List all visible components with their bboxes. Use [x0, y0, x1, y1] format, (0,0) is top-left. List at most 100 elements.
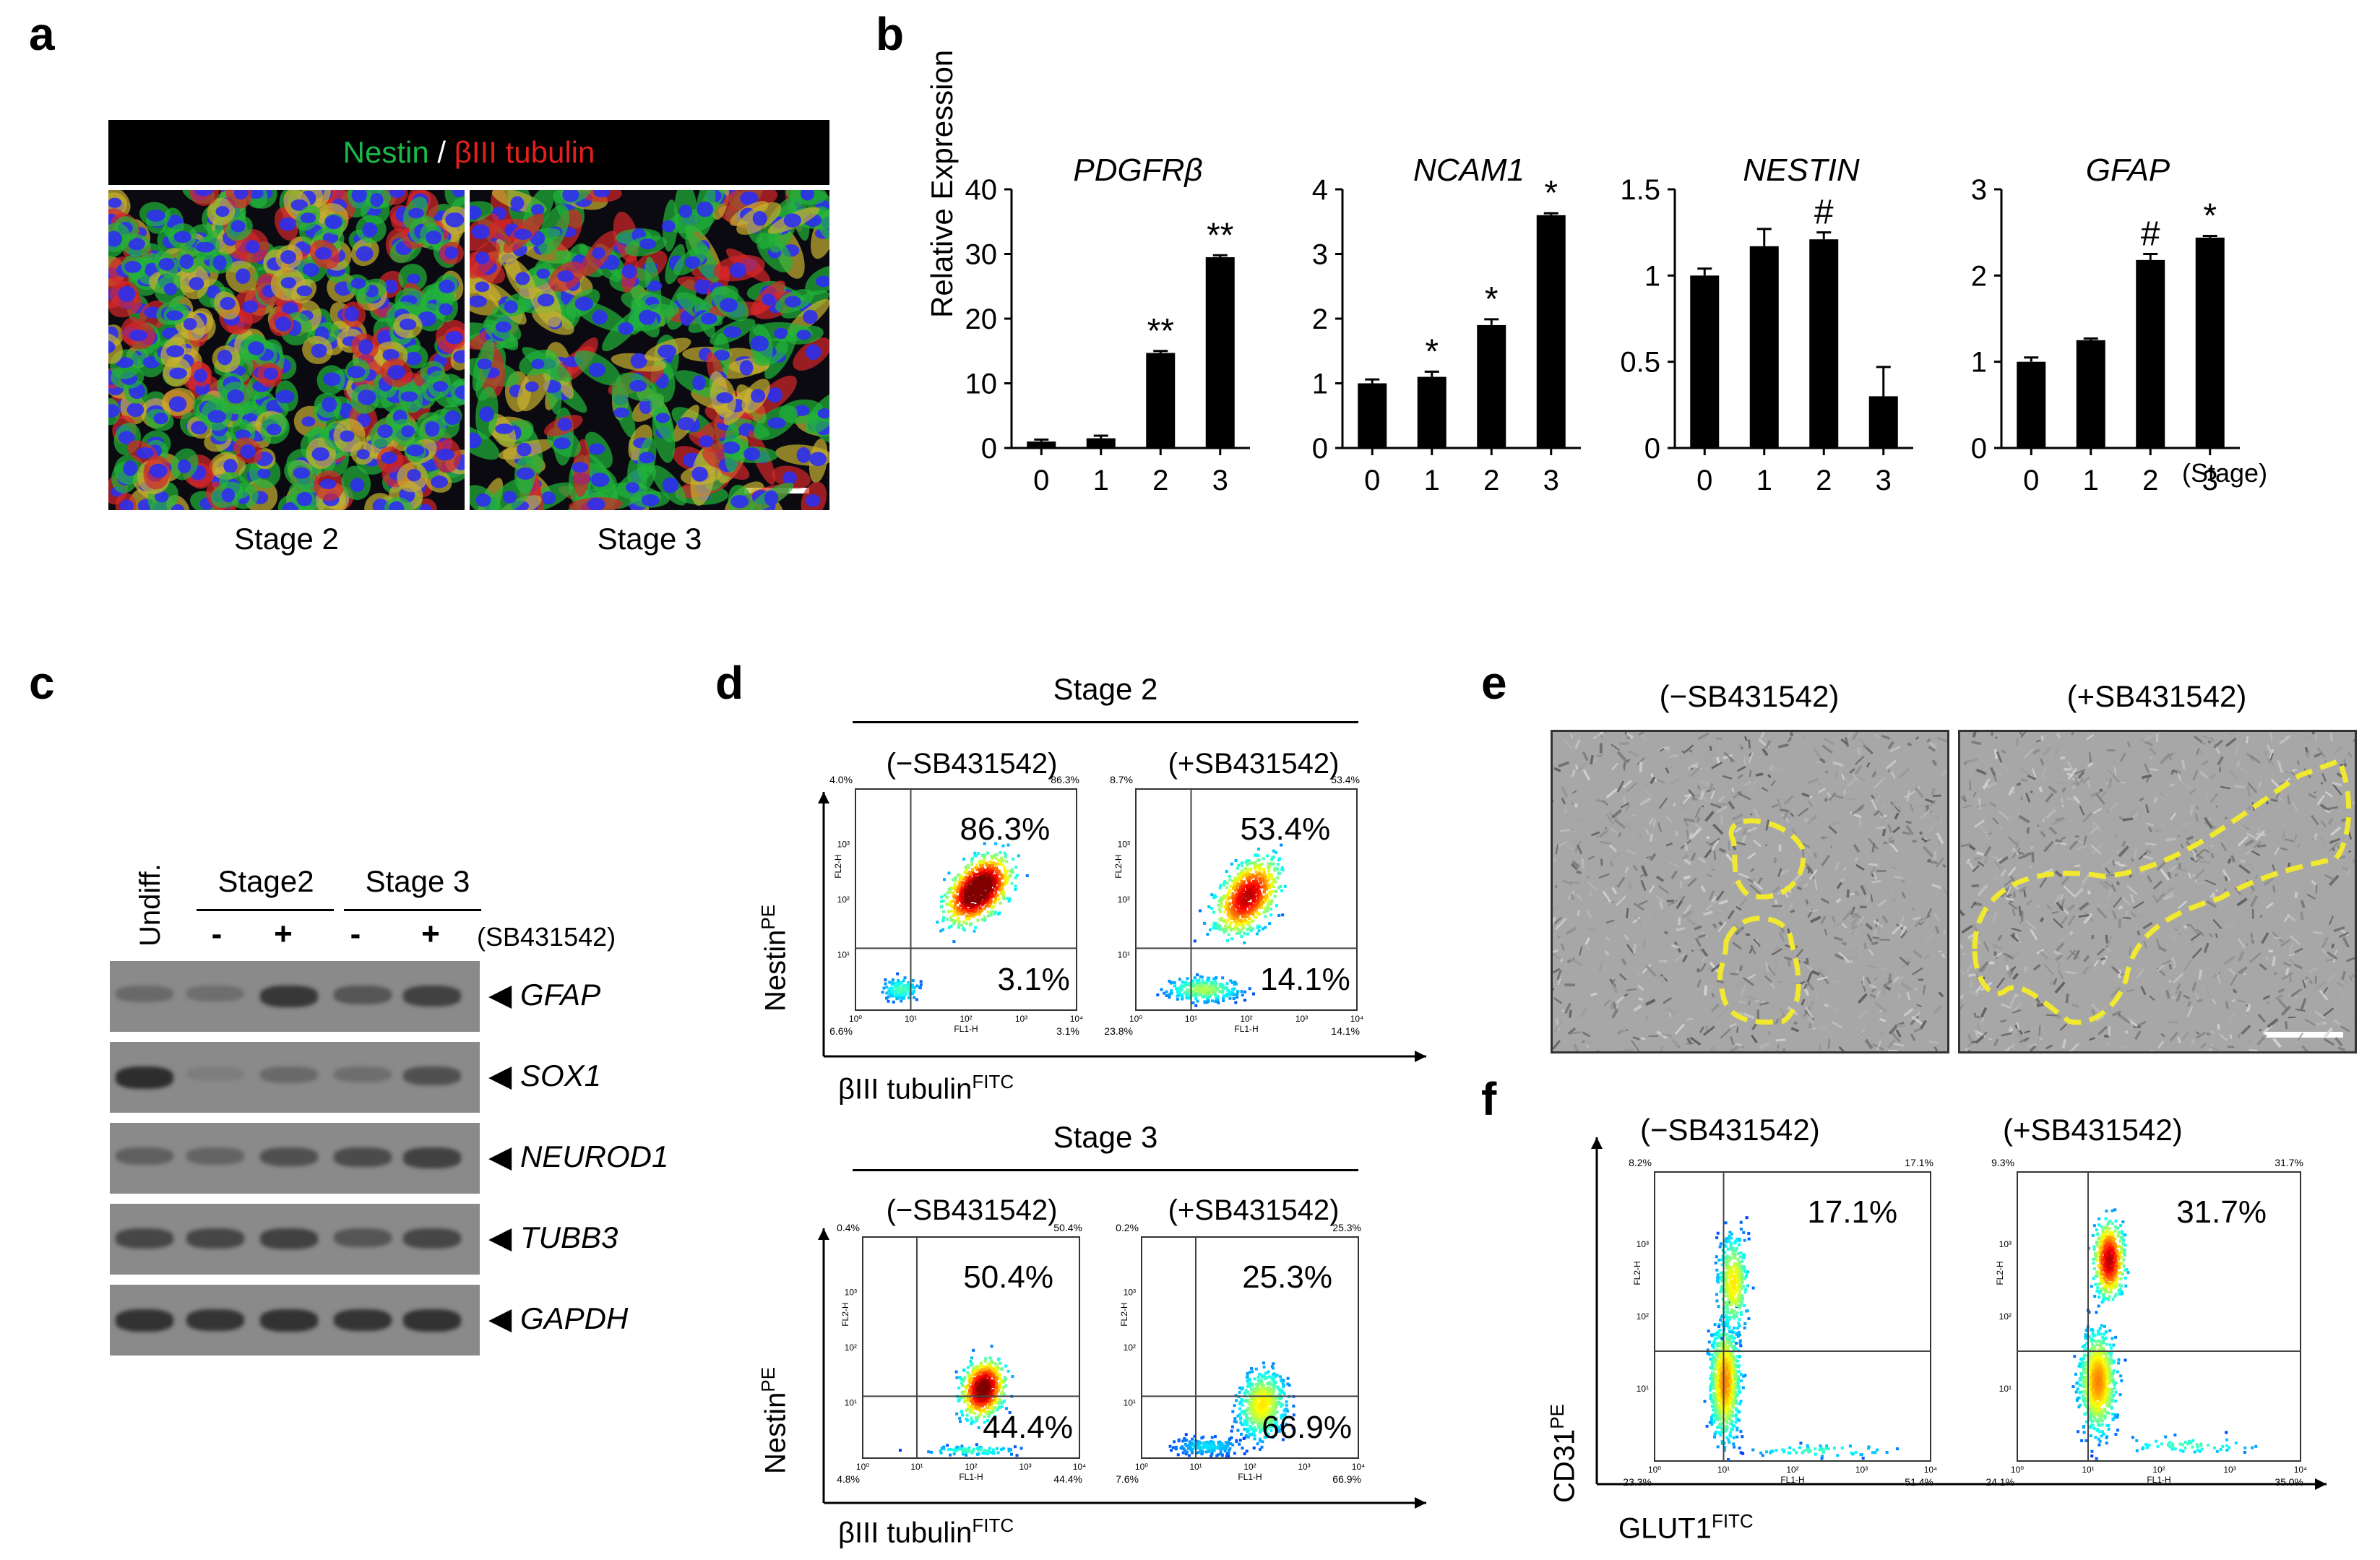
event-dot	[1226, 939, 1230, 942]
event-dot	[1002, 890, 1006, 894]
event-dot	[1269, 913, 1273, 917]
quadrant-percent-lower: 3.1%	[998, 962, 1070, 997]
event-dot	[1214, 895, 1217, 899]
event-dot	[957, 906, 960, 910]
event-dot	[891, 981, 894, 985]
event-dot	[1272, 862, 1275, 866]
event-dot	[1007, 900, 1011, 903]
event-dot	[989, 900, 993, 903]
event-dot	[996, 894, 1000, 897]
event-dot	[882, 986, 886, 990]
event-dot	[1264, 894, 1268, 897]
event-dot	[1276, 876, 1280, 879]
nucleus	[171, 504, 185, 510]
event-dot	[1276, 863, 1280, 866]
event-dot	[1243, 931, 1246, 935]
event-dot	[887, 995, 890, 999]
event-dot	[967, 917, 971, 921]
x-tick-label: 10³	[1015, 1014, 1027, 1024]
event-dot	[1246, 910, 1249, 914]
event-dot	[961, 891, 965, 895]
event-dot	[962, 921, 966, 924]
event-dot	[991, 863, 994, 867]
event-dot	[896, 972, 900, 975]
event-dot	[1252, 874, 1256, 878]
event-dot	[980, 885, 983, 889]
event-dot	[902, 988, 906, 992]
event-dot	[884, 982, 887, 986]
event-dot	[904, 992, 907, 996]
event-dot	[957, 923, 961, 926]
event-dot	[954, 906, 957, 910]
event-dot	[974, 882, 978, 886]
event-dot	[885, 986, 889, 989]
event-dot	[1014, 866, 1018, 869]
event-dot	[919, 983, 923, 986]
event-dot	[1003, 866, 1006, 869]
event-dot	[946, 918, 949, 921]
event-dot	[960, 874, 963, 878]
event-dot	[1229, 928, 1233, 932]
d2-x-axis-arrow-arrowhead	[1415, 1051, 1426, 1062]
cell-field	[108, 190, 465, 510]
event-dot	[939, 900, 943, 903]
nucleus	[194, 369, 208, 382]
event-dot	[974, 926, 978, 929]
event-dot	[888, 981, 892, 984]
corner-value-bl: 6.6%	[829, 1025, 853, 1037]
event-dot	[1220, 917, 1223, 921]
event-dot	[960, 912, 963, 915]
event-dot	[1230, 862, 1233, 866]
event-dot	[1010, 868, 1014, 871]
event-dot	[1212, 910, 1215, 914]
event-dot	[1244, 867, 1248, 871]
event-dot	[1228, 896, 1232, 900]
event-dot	[1258, 925, 1262, 928]
event-dot	[973, 854, 977, 858]
event-dot	[1280, 889, 1284, 892]
nucleus	[236, 268, 251, 284]
event-dot	[960, 900, 964, 904]
nucleus	[108, 197, 122, 208]
event-dot	[1235, 927, 1238, 931]
event-dot	[970, 892, 974, 895]
nucleus	[445, 331, 463, 345]
event-dot	[901, 984, 905, 988]
event-dot	[1009, 874, 1012, 877]
event-dot	[1266, 902, 1269, 906]
event-dot	[941, 910, 945, 913]
event-dot	[1238, 931, 1241, 935]
event-dot	[957, 884, 961, 888]
event-dot	[991, 874, 994, 878]
event-dot	[1004, 871, 1008, 875]
corner-value-tr: 86.3%	[1051, 774, 1079, 785]
event-dot	[1246, 897, 1250, 901]
nucleus	[155, 491, 169, 503]
event-dot	[965, 882, 968, 886]
event-dot	[976, 878, 980, 882]
event-dot	[1281, 869, 1285, 872]
event-dot	[978, 906, 982, 910]
event-dot	[980, 867, 984, 871]
event-dot	[889, 994, 893, 998]
event-dot	[1241, 925, 1244, 928]
event-dot	[967, 877, 971, 881]
event-dot	[999, 901, 1002, 905]
event-dot	[975, 887, 979, 891]
event-dot	[1256, 848, 1260, 851]
event-dot	[940, 895, 944, 899]
event-dot	[939, 929, 943, 933]
event-dot	[986, 914, 990, 918]
event-dot	[902, 979, 905, 983]
event-dot	[1210, 893, 1214, 897]
event-dot	[973, 913, 976, 916]
nestin-label: Nestin	[342, 135, 429, 169]
event-dot	[1254, 915, 1258, 919]
event-dot	[992, 861, 996, 865]
event-dot	[951, 900, 954, 903]
event-dot	[1198, 909, 1202, 913]
x-tick-label: 10¹	[905, 1014, 917, 1024]
event-dot	[980, 863, 984, 867]
event-dot	[915, 984, 919, 988]
